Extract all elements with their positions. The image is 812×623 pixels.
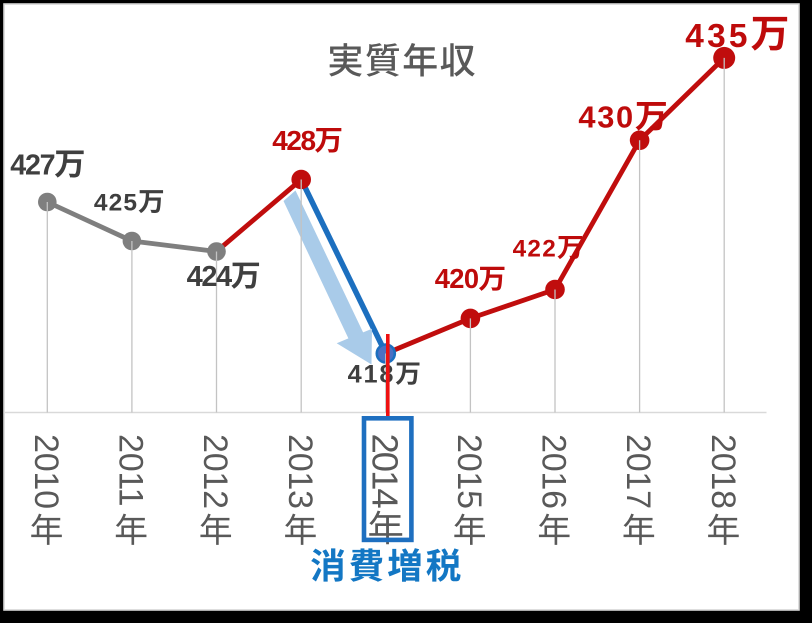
svg-text:420: 420 (435, 263, 479, 294)
svg-text:425: 425 (94, 190, 138, 217)
svg-text:428: 428 (272, 125, 315, 156)
svg-text:435: 435 (685, 18, 750, 55)
svg-text:2012: 2012 (196, 434, 234, 509)
svg-text:2018: 2018 (704, 434, 742, 509)
svg-text:422: 422 (513, 236, 557, 263)
svg-text:2015: 2015 (450, 434, 488, 509)
svg-text:427: 427 (10, 150, 54, 182)
svg-text:2014: 2014 (365, 434, 406, 509)
svg-text:2010: 2010 (27, 434, 65, 509)
svg-text:424: 424 (187, 261, 232, 293)
svg-text:2013: 2013 (281, 434, 319, 509)
svg-text:430: 430 (578, 99, 634, 134)
svg-text:2011: 2011 (112, 434, 150, 506)
svg-text:418: 418 (348, 360, 396, 388)
svg-text:2016: 2016 (535, 434, 573, 509)
svg-text:2017: 2017 (619, 434, 657, 509)
